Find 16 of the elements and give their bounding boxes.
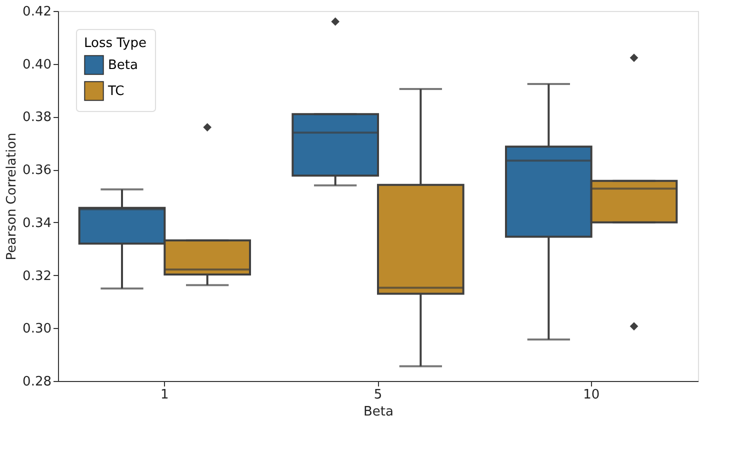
legend-title: Loss Type bbox=[84, 36, 147, 51]
y-tick-label: 0.28 bbox=[22, 374, 52, 390]
y-tick-label: 0.38 bbox=[22, 110, 52, 126]
y-tick-label: 0.42 bbox=[22, 4, 52, 20]
legend-label: Beta bbox=[108, 58, 138, 73]
y-tick-label: 0.30 bbox=[22, 322, 52, 337]
y-tick-label: 0.34 bbox=[22, 216, 52, 231]
y-tick-label: 0.32 bbox=[22, 268, 52, 284]
y-axis-title: Pearson Correlation bbox=[4, 132, 20, 260]
x-tick-label: 1 bbox=[160, 388, 169, 402]
legend-label: TC bbox=[107, 84, 124, 99]
x-tick-label: 5 bbox=[374, 388, 382, 402]
y-tick-label: 0.40 bbox=[22, 57, 52, 72]
x-tick-label: 10 bbox=[583, 388, 600, 402]
y-tick-label: 0.36 bbox=[22, 163, 52, 178]
x-axis-title: Beta bbox=[364, 404, 394, 420]
